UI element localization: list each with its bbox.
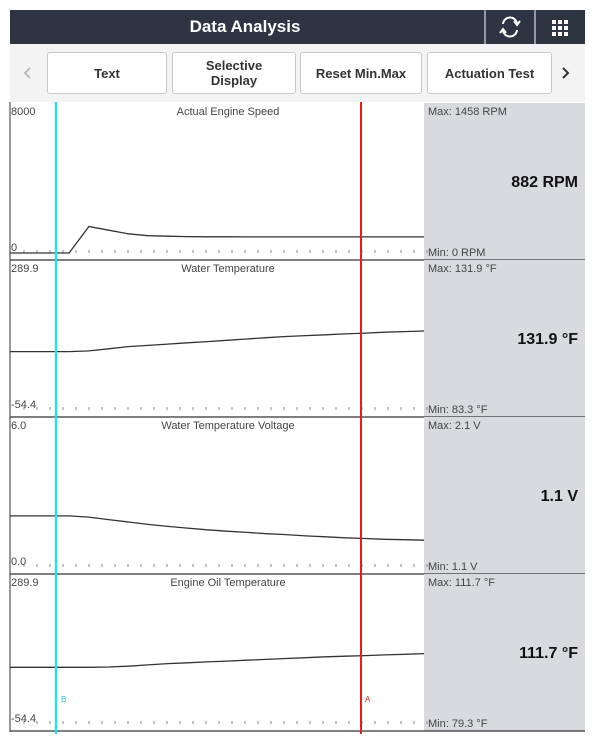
graph-title: Water Temperature Voltage — [161, 420, 294, 432]
arrows — [23, 67, 570, 79]
max-label: Max: 111.7 °F — [428, 577, 495, 589]
trace — [10, 330, 425, 353]
current-value: 882 RPM — [511, 174, 578, 191]
graph-title: Engine Oil Temperature — [170, 577, 285, 589]
button[interactable]: Text — [47, 52, 167, 94]
min-label: Min: 79.3 °F — [428, 718, 488, 730]
prev-arrow[interactable] — [23, 67, 31, 79]
header: Data Analysis — [10, 10, 585, 44]
max-label: Max: 2.1 V — [428, 420, 481, 432]
y-tick-label: -54.4 — [11, 713, 36, 725]
current-value: 131.9 °F — [517, 331, 578, 348]
y-tick-label: -54.4 — [11, 399, 36, 411]
graphs: 0 8000 Actual Engine Speed Max: 1458 RPM 882… — [9, 102, 585, 734]
y-tick-label: 0.0 — [11, 556, 26, 568]
value-panel — [424, 260, 585, 417]
y-tick-label: 289.9 — [11, 577, 39, 589]
min-label: Min: 83.3 °F — [428, 404, 488, 416]
value-panel — [424, 417, 585, 574]
grid-button[interactable] — [552, 20, 568, 36]
trace — [10, 225, 424, 254]
toolbar: Text Selective Display Reset Min.Max Act… — [10, 44, 585, 102]
graph-title: Water Temperature — [181, 263, 275, 275]
y-tick-label: 6.0 — [11, 420, 26, 432]
cursor-b-label: B — [61, 695, 66, 704]
graph-title: Actual Engine Speed — [177, 106, 280, 118]
button[interactable]: Reset Min.Max — [300, 52, 422, 94]
min-label: Min: 1.1 V — [428, 561, 478, 573]
cursor-a-label: A — [365, 695, 371, 704]
next-arrow[interactable] — [562, 67, 570, 79]
y-tick-label: 0 — [11, 242, 17, 254]
button-label: Selective Display — [205, 58, 263, 88]
y-tick-label: 8000 — [11, 106, 35, 118]
y-tick-label: 289.9 — [11, 263, 39, 275]
title: Data Analysis — [189, 17, 301, 36]
value-panel — [424, 574, 585, 731]
max-label: Max: 131.9 °F — [428, 263, 497, 275]
button[interactable]: Selective Display — [172, 52, 296, 94]
trace — [10, 515, 425, 541]
current-value: 111.7 °F — [519, 645, 578, 662]
header-icons — [484, 10, 568, 44]
button[interactable]: Actuation Test — [427, 52, 552, 94]
min-label: Min: 0 RPM — [428, 247, 485, 259]
value-panel — [424, 103, 585, 260]
current-value: 1.1 V — [541, 488, 579, 505]
max-label: Max: 1458 RPM — [428, 106, 507, 118]
trace — [10, 652, 425, 668]
refresh-button[interactable] — [499, 16, 521, 38]
